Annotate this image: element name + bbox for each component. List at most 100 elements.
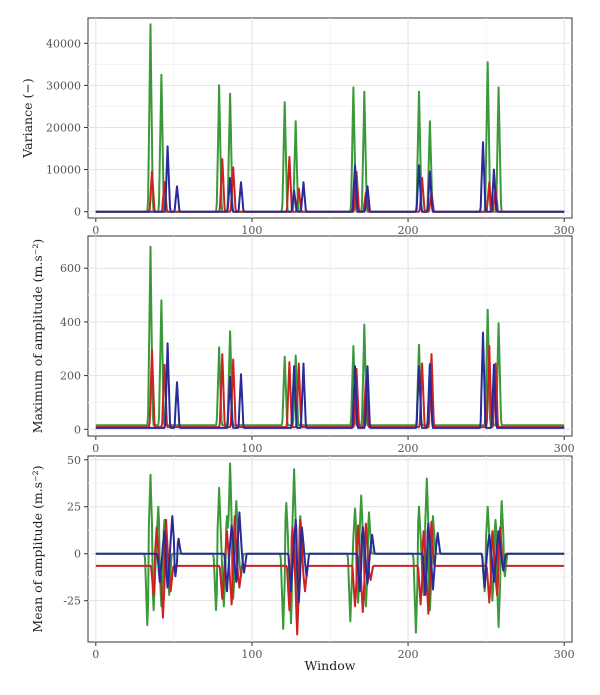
data-point-green	[497, 626, 500, 628]
data-point-blue	[354, 365, 356, 368]
data-point-green	[229, 92, 231, 95]
x-tick-label: 300	[554, 224, 575, 237]
data-point-blue	[240, 373, 242, 376]
data-point-red	[494, 362, 497, 365]
x-tick-label: 300	[554, 648, 575, 661]
y-tick-label: 50	[67, 454, 81, 467]
y-tick-label: 0	[74, 206, 81, 219]
x-tick-label: 0	[92, 648, 99, 661]
data-point-blue	[302, 362, 305, 365]
data-point-green	[218, 346, 220, 349]
data-point-blue	[226, 590, 228, 593]
x-tick-label: 300	[554, 442, 575, 455]
data-point-green	[494, 519, 497, 521]
data-point-blue	[502, 569, 505, 572]
max-amplitude-panel: 0 100 200 300 0 200 400 600 Maximum of amplitude…	[30, 235, 575, 455]
data-point-blue	[418, 365, 420, 368]
data-point-blue	[243, 571, 245, 574]
data-point-blue	[302, 181, 305, 184]
data-point-blue	[366, 582, 369, 585]
x-tick-label: 200	[398, 224, 419, 237]
data-point-blue	[301, 526, 303, 529]
data-point-green	[418, 343, 420, 346]
data-point-red	[233, 515, 236, 517]
y-tick-label: 600	[60, 262, 81, 275]
data-point-green	[294, 354, 297, 357]
data-point-green	[149, 245, 152, 248]
data-point-green	[290, 622, 292, 625]
data-point-red	[488, 601, 491, 604]
x-tick-label: 100	[241, 442, 262, 455]
data-point-red	[357, 524, 359, 527]
data-point-green	[293, 468, 295, 470]
data-point-red	[297, 187, 300, 190]
data-point-green	[418, 90, 420, 93]
data-point-blue	[159, 581, 161, 583]
data-point-green	[226, 515, 228, 517]
data-point-blue	[482, 141, 484, 144]
data-point-green	[426, 477, 428, 480]
data-point-red	[304, 590, 306, 593]
data-point-red	[165, 519, 167, 521]
data-point-green	[294, 120, 297, 122]
data-point-green	[504, 575, 506, 578]
data-point-green	[486, 61, 489, 64]
mean-amplitude-panel: 0 100 200 300 -25 0 25 50 Mean of amplitude (m.s…	[30, 454, 575, 661]
data-point-blue	[229, 177, 231, 179]
data-point-green	[235, 500, 238, 502]
data-point-blue	[424, 594, 427, 596]
y-tick-label: 25	[67, 501, 81, 514]
data-point-green	[218, 487, 220, 489]
y-axis-title: Variance (−)	[20, 78, 35, 158]
data-point-blue	[418, 164, 420, 167]
y-axis-title: Maximum of amplitude (m.s⁻²)	[30, 239, 45, 434]
data-point-red	[296, 633, 299, 636]
data-point-red	[421, 362, 423, 365]
data-point-red	[221, 597, 224, 600]
data-point-red	[491, 530, 494, 532]
data-point-green	[486, 309, 489, 311]
data-point-green	[500, 500, 503, 502]
data-point-green	[491, 599, 494, 602]
data-point-red	[419, 603, 422, 606]
data-point-blue	[429, 170, 431, 173]
data-point-blue	[482, 331, 484, 334]
x-tick-label: 100	[241, 224, 262, 237]
y-tick-label: 0	[74, 423, 81, 436]
data-point-red	[430, 353, 433, 355]
data-point-green	[368, 511, 370, 514]
data-point-blue	[436, 532, 439, 534]
data-point-green	[283, 101, 286, 104]
data-point-blue	[163, 530, 166, 532]
data-point-red	[422, 530, 425, 532]
data-point-blue	[166, 586, 169, 589]
data-point-blue	[238, 511, 241, 514]
data-point-red	[151, 349, 153, 351]
data-point-red	[238, 586, 241, 589]
data-point-blue	[174, 575, 177, 578]
data-point-green	[160, 299, 163, 302]
data-point-red	[226, 530, 228, 532]
data-point-green	[352, 86, 355, 89]
data-point-green	[149, 23, 152, 26]
data-point-green	[415, 631, 417, 634]
data-point-red	[496, 594, 498, 596]
data-point-red	[169, 590, 172, 593]
data-point-green	[283, 356, 286, 358]
data-point-blue	[166, 145, 169, 148]
data-point-red	[163, 364, 166, 366]
data-point-blue	[366, 365, 369, 368]
data-point-blue	[293, 365, 295, 368]
data-point-blue	[305, 575, 308, 578]
data-point-blue	[432, 588, 434, 591]
y-tick-label: 400	[60, 316, 81, 329]
data-point-green	[429, 120, 431, 122]
data-point-blue	[240, 181, 242, 184]
data-point-red	[354, 605, 356, 608]
data-point-red	[361, 611, 364, 613]
y-tick-label: 0	[74, 548, 81, 561]
data-point-green	[168, 594, 170, 596]
data-point-red	[221, 158, 224, 160]
data-point-red	[355, 368, 358, 370]
